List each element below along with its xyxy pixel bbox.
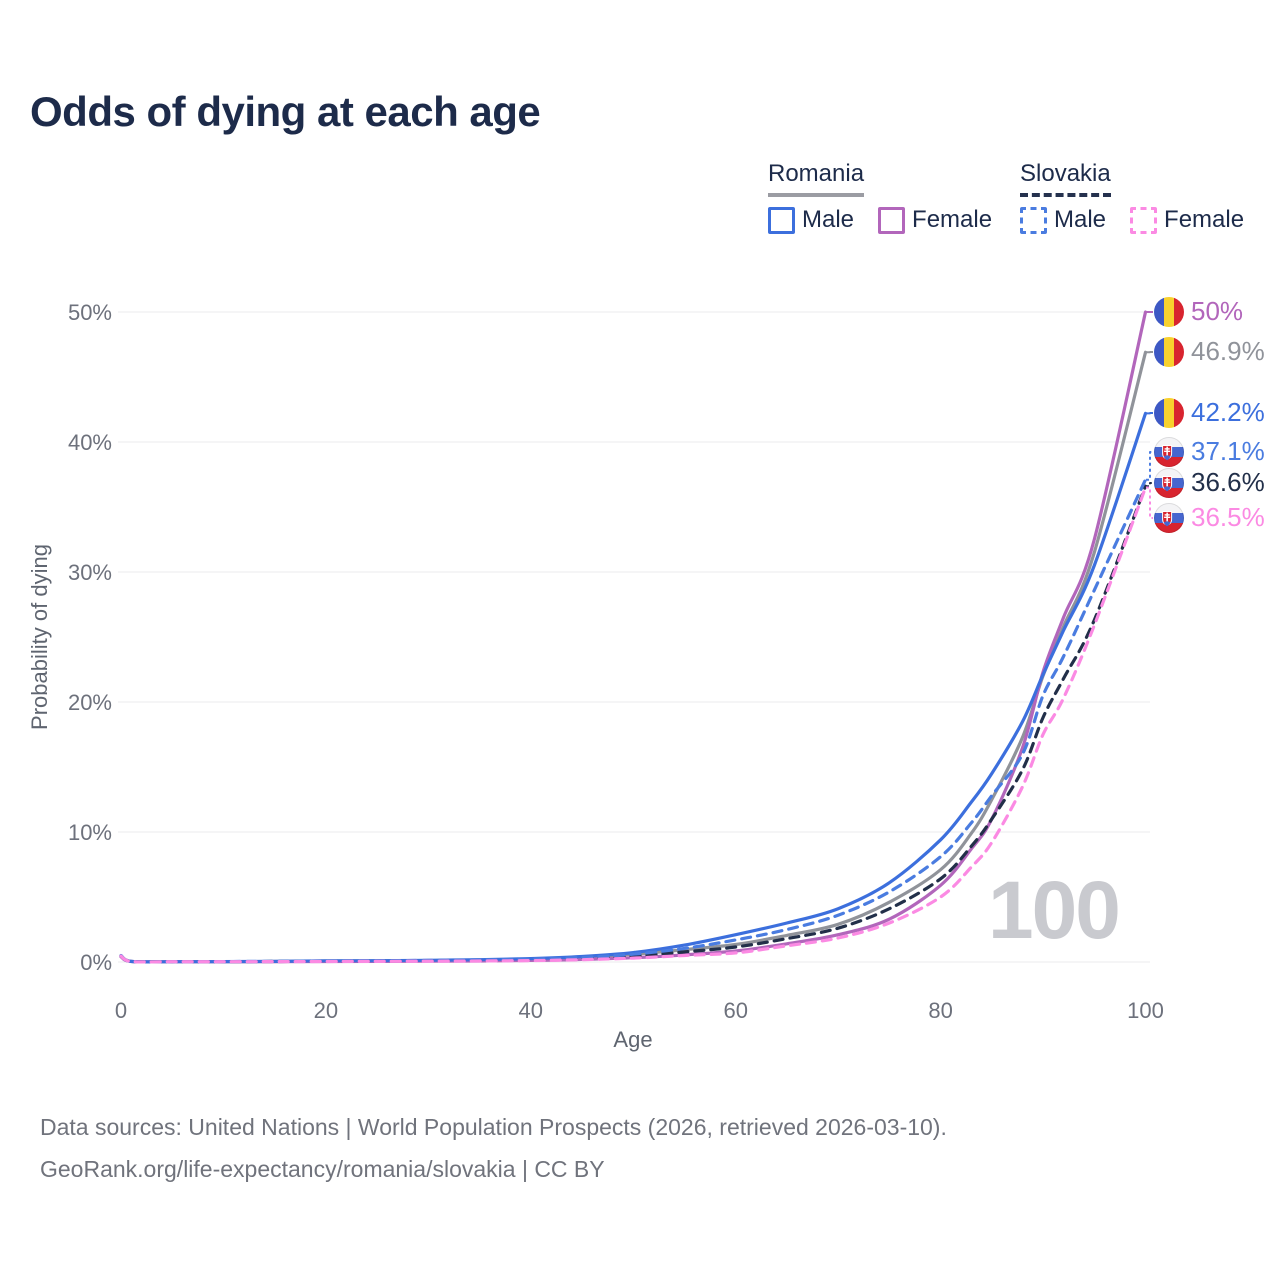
line-swatch-romania-male — [768, 206, 795, 234]
series-line-slovakia-female[interactable] — [119, 485, 1148, 964]
legend-group-romania: Romania Male Female — [768, 160, 992, 234]
line-swatch-slovakia-female — [1130, 206, 1158, 234]
series-line-slovakia-male[interactable] — [119, 478, 1148, 964]
end-value: 42.2% — [1191, 397, 1265, 427]
x-tick-label: 80 — [928, 998, 952, 1023]
y-tick-label: 40% — [68, 430, 112, 455]
legend-country-slovakia: Slovakia — [1020, 160, 1111, 197]
label-connector-slovakia-male — [1146, 451, 1153, 481]
end-value: 36.5% — [1191, 502, 1265, 532]
series-line-romania-male[interactable] — [119, 411, 1148, 964]
line-swatch-slovakia-male — [1020, 206, 1047, 234]
end-label-romania-female: 50% — [1154, 296, 1243, 327]
slovakia-flag-icon — [1154, 467, 1184, 498]
end-label-romania-both: 46.9% — [1154, 336, 1265, 367]
x-tick-label: 20 — [314, 998, 338, 1023]
y-tick-label: 20% — [68, 690, 112, 715]
romania-flag-icon — [1154, 397, 1184, 428]
legend-item-label: Female — [912, 206, 993, 233]
label-connector-slovakia-female — [1146, 486, 1153, 519]
legend-item-label: Female — [1164, 206, 1245, 233]
slovakia-flag-icon — [1154, 502, 1184, 533]
end-label-romania-male: 42.2% — [1154, 397, 1265, 428]
legend-item-romania-male[interactable]: Male — [768, 206, 854, 234]
legend-item-slovakia-female[interactable]: Female — [1130, 206, 1244, 234]
series-line-romania-female[interactable] — [119, 310, 1148, 964]
legend-item-label: Male — [1054, 206, 1107, 233]
x-axis-title: Age — [613, 1027, 653, 1052]
y-tick-label: 50% — [68, 300, 112, 325]
x-tick-label: 0 — [115, 998, 127, 1023]
series-line-romania-both[interactable] — [119, 350, 1148, 964]
footer: Data sources: United Nations | World Pop… — [40, 1106, 947, 1190]
y-tick-label: 10% — [68, 820, 112, 845]
slovakia-flag-icon — [1154, 436, 1184, 467]
end-value: 36.6% — [1191, 467, 1265, 497]
y-axis-title: Probability of dying — [27, 544, 52, 730]
end-label-slovakia-female: 36.5% — [1154, 502, 1265, 533]
x-tick-label: 40 — [519, 998, 543, 1023]
legend-item-slovakia-male[interactable]: Male — [1020, 206, 1106, 234]
x-tick-label: 60 — [723, 998, 747, 1023]
romania-flag-icon — [1154, 296, 1184, 327]
series-line-slovakia-both[interactable] — [119, 484, 1148, 964]
line-swatch-romania-female — [878, 206, 906, 234]
page-title: Odds of dying at each age — [30, 88, 541, 135]
end-label-slovakia-both: 36.6% — [1154, 467, 1265, 498]
legend-item-romania-female[interactable]: Female — [878, 206, 992, 234]
max-age-watermark: 100 — [988, 865, 1121, 956]
x-tick-label: 100 — [1127, 998, 1164, 1023]
footer-data-sources: Data sources: United Nations | World Pop… — [40, 1114, 947, 1140]
end-value: 50% — [1191, 296, 1244, 326]
legend-country-romania: Romania — [768, 160, 865, 197]
end-value: 46.9% — [1191, 336, 1265, 366]
romania-flag-icon — [1154, 336, 1184, 367]
footer-attribution-link: GeoRank.org/life-expectancy/romania/slov… — [40, 1156, 605, 1182]
y-tick-label: 0% — [80, 950, 112, 975]
legend-item-label: Male — [802, 206, 855, 233]
label-connector-slovakia-both — [1146, 482, 1153, 488]
legend-group-slovakia: Slovakia Male Female — [1020, 160, 1244, 234]
end-value: 37.1% — [1191, 436, 1265, 466]
end-label-slovakia-male: 37.1% — [1154, 436, 1265, 467]
y-tick-label: 30% — [68, 560, 112, 585]
